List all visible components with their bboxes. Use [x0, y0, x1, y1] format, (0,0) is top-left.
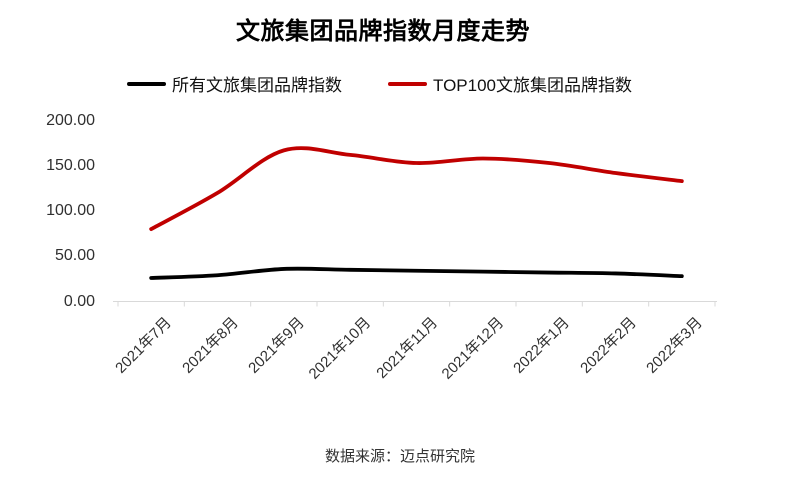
chart-title: 文旅集团品牌指数月度走势 — [236, 18, 530, 45]
legend-line-swatch-black — [127, 81, 166, 86]
y-tick-label: 50.00 — [54, 247, 95, 265]
series-line-top100 — [149, 146, 684, 231]
y-tick-label: 0.00 — [63, 292, 95, 310]
y-tick-label: 150.00 — [46, 156, 95, 174]
y-tick-label: 200.00 — [46, 111, 95, 129]
legend-label-top100: TOP100文旅集团品牌指数 — [433, 76, 633, 95]
series-line-all-groups — [149, 266, 684, 280]
legend-label-all-groups: 所有文旅集团品牌指数 — [172, 76, 342, 95]
y-tick-label: 100.00 — [46, 202, 95, 219]
legend-item-top100: TOP100文旅集团品牌指数 — [388, 71, 632, 96]
legend-item-all-groups: 所有文旅集团品牌指数 — [127, 71, 342, 96]
data-source-caption: 数据来源：迈点研究院 — [324, 448, 475, 465]
legend: 所有文旅集团品牌指数 TOP100文旅集团品牌指数 — [127, 71, 632, 96]
legend-line-swatch-red — [388, 81, 427, 86]
